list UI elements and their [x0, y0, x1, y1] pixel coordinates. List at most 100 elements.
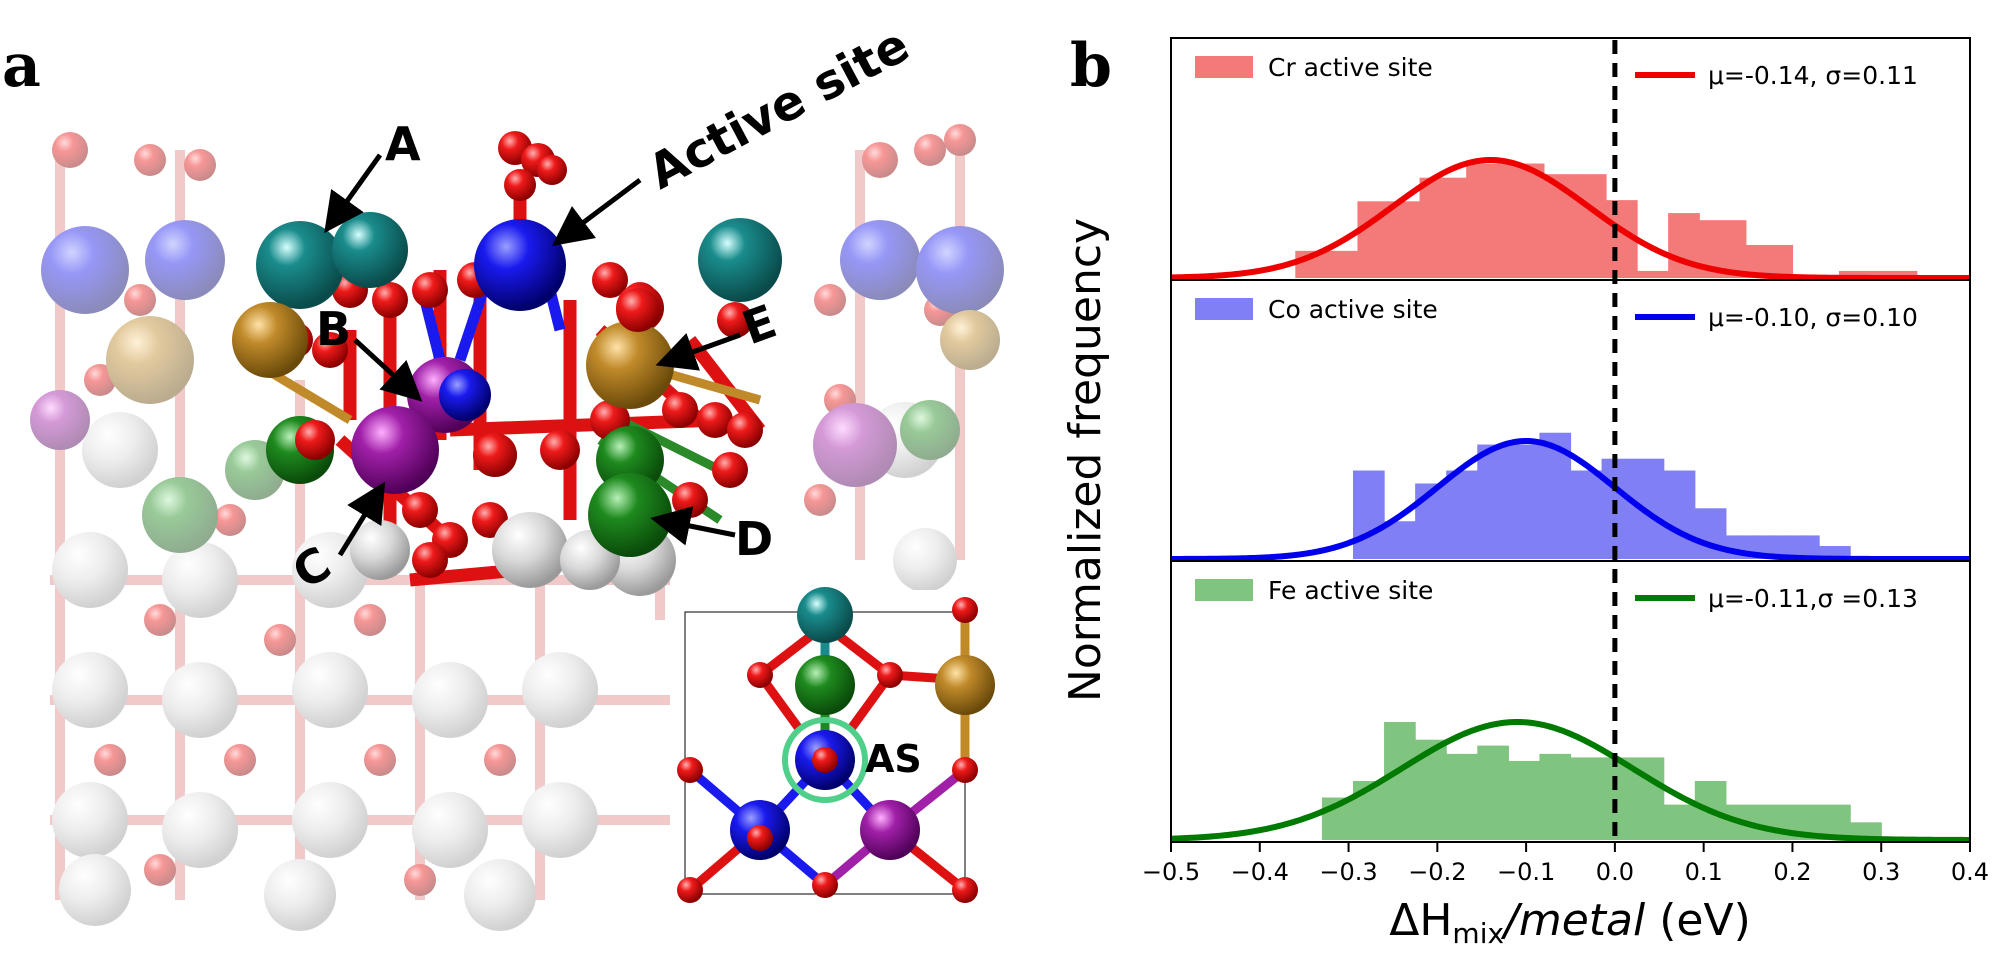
histogram-bar	[1663, 804, 1680, 840]
label-d: D	[735, 512, 773, 566]
series-2: Co active site μ=-0.10, σ=0.10	[1171, 295, 1970, 562]
legend-label: Fe active site	[1268, 576, 1433, 605]
histogram-bar	[1834, 804, 1851, 840]
histogram-bar	[1481, 163, 1498, 278]
histogram-bar	[1745, 244, 1762, 278]
histogram-bar	[1637, 270, 1654, 278]
histogram-bar	[1341, 250, 1359, 278]
histogram-bar	[1384, 722, 1401, 840]
inset-top-view: AS	[670, 587, 995, 910]
gaussian-fit-curve	[1170, 718, 1971, 843]
x-tick-label: −0.4	[1231, 858, 1289, 886]
surface-region	[232, 131, 782, 596]
histogram-bar	[1570, 470, 1587, 559]
histogram-bar	[1586, 470, 1603, 559]
histogram-bar	[1590, 174, 1607, 278]
histogram-bar	[1559, 174, 1576, 278]
series-3: Fe active site μ=-0.11,σ =0.13	[1170, 576, 1971, 843]
plot-frame	[1170, 37, 1971, 843]
histogram-bar	[1679, 470, 1696, 559]
x-tick-label: −0.2	[1408, 858, 1466, 886]
legend-swatch	[1195, 298, 1253, 320]
legend-label: Cr active site	[1268, 53, 1433, 82]
histogram-bar	[1357, 201, 1374, 278]
histogram-bar	[1388, 201, 1405, 278]
legend-label: Co active site	[1268, 295, 1438, 324]
legend-fit-label: μ=-0.11,σ =0.13	[1708, 584, 1918, 613]
histogram-bar	[1539, 753, 1556, 840]
histogram-bar	[1730, 220, 1747, 278]
histogram-bar	[1492, 745, 1509, 840]
histogram-bar	[1699, 220, 1716, 278]
histogram-bar	[1523, 444, 1541, 559]
x-tick-label: −0.5	[1142, 858, 1200, 886]
histogram-bar	[1368, 470, 1385, 559]
x-tick-label: 0.4	[1951, 858, 1989, 886]
histogram-bar	[1477, 444, 1494, 559]
histogram-bar	[1710, 781, 1727, 840]
histogram-bar	[1430, 483, 1447, 559]
histogram-bar	[1761, 244, 1778, 278]
histogram-bar	[1368, 781, 1385, 840]
histogram-bar	[1337, 797, 1354, 840]
histogram-bar	[1539, 432, 1556, 559]
plot-area: Cr active site μ=-0.14, σ=0.11 Co active s…	[1170, 40, 1971, 843]
histogram-bar	[1399, 521, 1416, 559]
histogram-bar	[1554, 753, 1572, 840]
active-site-ring	[782, 717, 868, 803]
histogram-bar	[1586, 757, 1603, 840]
legend-fit-label: μ=-0.10, σ=0.10	[1708, 303, 1918, 332]
histogram-bar	[1543, 174, 1561, 278]
histogram-bar	[1419, 177, 1436, 278]
histogram-bar	[1788, 535, 1805, 559]
histogram-bar	[1399, 722, 1416, 840]
histogram-bar	[1617, 757, 1634, 840]
arrow-d	[650, 506, 736, 546]
arrow-a	[324, 153, 383, 234]
histogram-bar	[1461, 470, 1478, 559]
histogram-bar	[1461, 753, 1478, 840]
histogram-bar	[1466, 163, 1483, 278]
label-as: AS	[865, 737, 922, 781]
histogram-bar	[1523, 760, 1541, 840]
histogram-bar	[1446, 470, 1463, 559]
histogram-bar	[1834, 546, 1851, 559]
arrow-e	[655, 332, 741, 371]
histogram-bar	[1574, 174, 1592, 278]
x-tick-label: 0.3	[1862, 858, 1900, 886]
histogram-bar	[1865, 822, 1882, 840]
gaussian-fit-curve	[1170, 156, 1970, 281]
series-1: Cr active site μ=-0.14, σ=0.11	[1170, 53, 1970, 281]
histogram-bar	[1554, 432, 1572, 559]
arrow-b	[353, 338, 423, 402]
arrow-active-site	[552, 178, 642, 246]
histogram-bar	[1776, 244, 1794, 278]
legend-swatch	[1195, 56, 1253, 78]
histogram-bar	[1450, 177, 1467, 278]
histogram-bar	[1714, 220, 1731, 278]
histogram-bar	[1679, 804, 1696, 840]
histogram-bar	[1694, 508, 1711, 559]
histogram-bar	[1570, 757, 1587, 840]
histogram-bar	[1772, 535, 1789, 559]
gaussian-fit-curve	[1171, 438, 1970, 562]
histogram-bar	[1648, 458, 1665, 559]
x-axis-title: ΔHmix/metal (eV)	[1389, 895, 1751, 950]
histogram-bar	[1446, 753, 1463, 840]
panel-a-letter: a	[2, 31, 41, 101]
histogram-bar	[1512, 163, 1529, 278]
histogram-bar	[1854, 270, 1871, 278]
histogram-bar	[1870, 270, 1887, 278]
x-tick-label: 0.1	[1685, 858, 1723, 886]
histogram-bar	[1326, 250, 1343, 278]
histogram-bar	[1352, 470, 1370, 559]
histogram-bar	[1435, 177, 1452, 278]
histogram-bar	[1648, 757, 1665, 840]
histogram-bar	[1652, 270, 1669, 278]
arrow-c	[337, 481, 386, 557]
label-a: A	[385, 117, 421, 171]
histogram-bar	[1901, 270, 1918, 278]
histogram-bar	[1617, 458, 1634, 559]
x-tick-label: 0.0	[1596, 858, 1634, 886]
legend-swatch	[1195, 579, 1253, 601]
